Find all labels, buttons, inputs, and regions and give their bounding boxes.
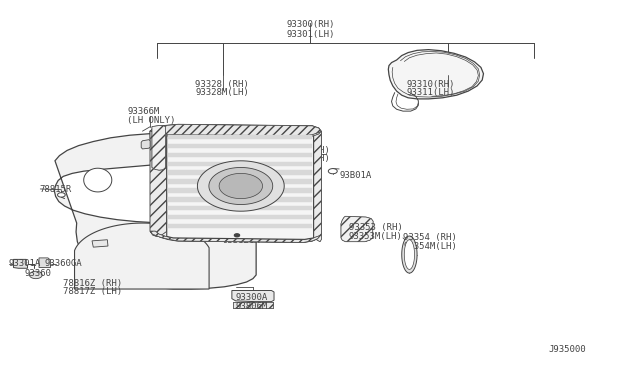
Polygon shape — [150, 125, 321, 242]
Polygon shape — [168, 197, 312, 202]
Text: J935000: J935000 — [548, 344, 586, 353]
Polygon shape — [168, 170, 312, 175]
Polygon shape — [233, 302, 273, 308]
Polygon shape — [150, 231, 320, 242]
Polygon shape — [314, 132, 321, 241]
Text: 93353M(LH): 93353M(LH) — [349, 231, 403, 241]
Polygon shape — [92, 240, 108, 247]
Polygon shape — [152, 126, 166, 170]
Polygon shape — [141, 140, 150, 149]
Polygon shape — [84, 168, 112, 192]
Text: 93328 (RH): 93328 (RH) — [195, 80, 249, 89]
Polygon shape — [150, 125, 321, 136]
Polygon shape — [167, 135, 314, 239]
Text: 93360GA: 93360GA — [44, 259, 82, 268]
Text: 93366M: 93366M — [127, 108, 159, 116]
Polygon shape — [150, 125, 321, 136]
Polygon shape — [168, 224, 312, 228]
Circle shape — [328, 169, 337, 174]
Text: 93396M(RH): 93396M(RH) — [276, 145, 330, 154]
Circle shape — [234, 234, 239, 237]
Polygon shape — [168, 215, 312, 219]
Polygon shape — [150, 131, 167, 236]
Text: 93354M(LH): 93354M(LH) — [403, 242, 457, 251]
Polygon shape — [168, 135, 312, 139]
Polygon shape — [168, 188, 312, 193]
Text: (LH ONLY): (LH ONLY) — [127, 116, 175, 125]
Polygon shape — [219, 173, 262, 199]
Text: 93360: 93360 — [25, 269, 52, 278]
Text: 93301(LH): 93301(LH) — [286, 30, 335, 39]
Text: 93311(LH): 93311(LH) — [406, 88, 454, 97]
Text: 93B01A: 93B01A — [339, 171, 371, 180]
Polygon shape — [168, 206, 312, 211]
Polygon shape — [232, 291, 274, 302]
Polygon shape — [314, 132, 321, 241]
Polygon shape — [388, 49, 483, 99]
Polygon shape — [54, 133, 259, 289]
Polygon shape — [29, 271, 42, 279]
Polygon shape — [197, 161, 284, 211]
Polygon shape — [150, 231, 320, 242]
Text: 93382G: 93382G — [173, 197, 205, 206]
Text: 93328M(LH): 93328M(LH) — [195, 88, 249, 97]
Polygon shape — [13, 259, 28, 268]
Text: 93354 (RH): 93354 (RH) — [403, 233, 457, 243]
Polygon shape — [168, 161, 312, 166]
Circle shape — [58, 193, 65, 197]
Polygon shape — [402, 236, 417, 273]
Text: 93382GA: 93382GA — [223, 236, 260, 246]
Polygon shape — [233, 302, 273, 308]
Polygon shape — [341, 217, 373, 241]
Text: 93397M(LH): 93397M(LH) — [276, 154, 330, 163]
Polygon shape — [39, 258, 51, 267]
Text: 78815R: 78815R — [39, 185, 71, 194]
Text: 93300(RH): 93300(RH) — [286, 20, 335, 29]
Polygon shape — [404, 240, 415, 269]
Text: 78816Z (RH): 78816Z (RH) — [63, 279, 122, 288]
Polygon shape — [152, 126, 166, 170]
Polygon shape — [168, 153, 312, 157]
Text: 93353 (RH): 93353 (RH) — [349, 223, 403, 232]
Text: 93310(RH): 93310(RH) — [406, 80, 454, 89]
Polygon shape — [168, 179, 312, 184]
Text: 93301A: 93301A — [8, 259, 40, 268]
Text: 93806M: 93806M — [236, 302, 268, 311]
Text: 78817Z (LH): 78817Z (LH) — [63, 288, 122, 296]
Text: 93300A: 93300A — [236, 293, 268, 302]
Polygon shape — [74, 223, 209, 289]
Polygon shape — [150, 131, 167, 236]
Polygon shape — [341, 217, 373, 241]
Polygon shape — [209, 167, 273, 205]
Polygon shape — [168, 144, 312, 148]
